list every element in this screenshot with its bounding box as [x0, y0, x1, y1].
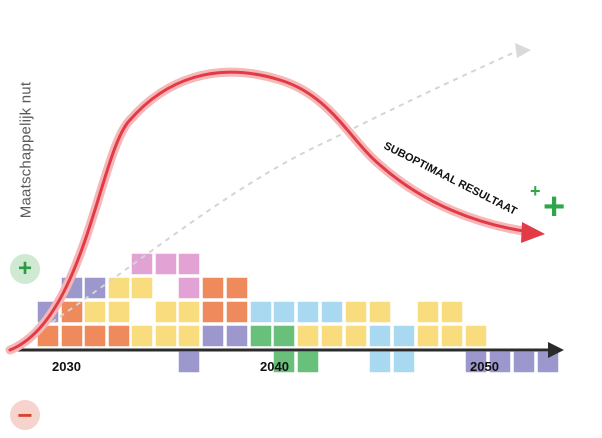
small-green-plus-icon: + — [530, 181, 541, 201]
x-tick-2030: 2030 — [52, 359, 81, 374]
tetris-block — [368, 350, 392, 374]
time-axis-arrowhead — [548, 342, 564, 358]
tetris-block — [296, 350, 320, 374]
tetris-block — [416, 300, 440, 324]
tetris-block — [130, 252, 154, 276]
tetris-block — [464, 324, 488, 348]
benefit-curve — [8, 70, 532, 352]
tetris-block — [344, 300, 368, 324]
tetris-block — [225, 276, 249, 300]
tetris-block — [130, 324, 154, 348]
tetris-block — [83, 276, 107, 300]
tetris-block — [296, 324, 320, 348]
tetris-block — [368, 300, 392, 324]
tetris-block — [60, 300, 84, 324]
y-axis-label: Maatschappelijk nut — [17, 81, 35, 219]
tetris-block — [154, 300, 178, 324]
minus-badge: − — [10, 400, 40, 430]
tetris-block — [296, 300, 320, 324]
tetris-block — [201, 276, 225, 300]
tetris-block — [320, 324, 344, 348]
x-tick-2050: 2050 — [470, 359, 499, 374]
tetris-block — [177, 252, 201, 276]
tetris-block — [320, 300, 344, 324]
tetris-block — [154, 324, 178, 348]
tetris-block — [154, 252, 178, 276]
tetris-blocks — [36, 252, 560, 374]
tetris-block — [512, 350, 536, 374]
tetris-block — [368, 324, 392, 348]
tetris-block — [177, 300, 201, 324]
tetris-block — [440, 300, 464, 324]
tetris-block — [177, 276, 201, 300]
tetris-block — [249, 300, 273, 324]
tetris-block — [272, 324, 296, 348]
tetris-block — [272, 300, 296, 324]
tetris-block — [83, 324, 107, 348]
tetris-block — [201, 324, 225, 348]
tetris-block — [225, 300, 249, 324]
big-green-plus-icon: + — [543, 186, 566, 228]
dashed-arrowhead — [515, 43, 531, 58]
tetris-block — [107, 300, 131, 324]
tetris-block — [225, 324, 249, 348]
tetris-block — [249, 324, 273, 348]
tetris-block — [60, 324, 84, 348]
x-tick-2040: 2040 — [260, 359, 289, 374]
benefit-curve-arrowhead — [521, 222, 545, 243]
tetris-block — [107, 276, 131, 300]
tetris-block — [130, 276, 154, 300]
tetris-block — [83, 300, 107, 324]
tetris-block — [440, 324, 464, 348]
tetris-block — [392, 324, 416, 348]
tetris-block — [392, 350, 416, 374]
tetris-block — [107, 324, 131, 348]
tetris-block — [416, 324, 440, 348]
tetris-block — [344, 324, 368, 348]
tetris-block — [177, 324, 201, 348]
tetris-block — [177, 350, 201, 374]
plus-badge: + — [10, 254, 40, 284]
dashed-ideal-curve — [9, 51, 516, 351]
tetris-block — [201, 300, 225, 324]
